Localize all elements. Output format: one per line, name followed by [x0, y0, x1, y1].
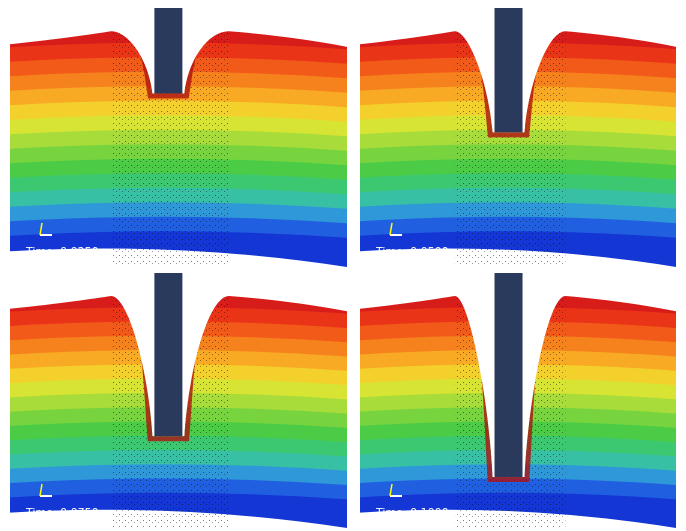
penetrator-rod: [495, 8, 523, 132]
time-label: Time: 0,0750 s: [25, 506, 108, 519]
penetrator-rod: [495, 273, 523, 477]
penetrator-rod: [154, 8, 182, 93]
time-label: Time: 0,1000 s: [375, 506, 458, 519]
simulation-panel: Time: 0,0750 s: [10, 273, 347, 528]
simulation-panel: Time: 0,0250 s: [10, 8, 347, 267]
figure: Time: 0,0250 s Time: 0,0500 s Time: 0,0750…: [0, 0, 686, 531]
simulation-panel: Time: 0,1000 s: [360, 273, 676, 528]
simulation-panel: Time: 0,0500 s: [360, 8, 676, 267]
time-label: Time: 0,0250 s: [25, 245, 108, 258]
penetrator-rod: [154, 273, 182, 436]
time-label: Time: 0,0500 s: [375, 245, 458, 258]
